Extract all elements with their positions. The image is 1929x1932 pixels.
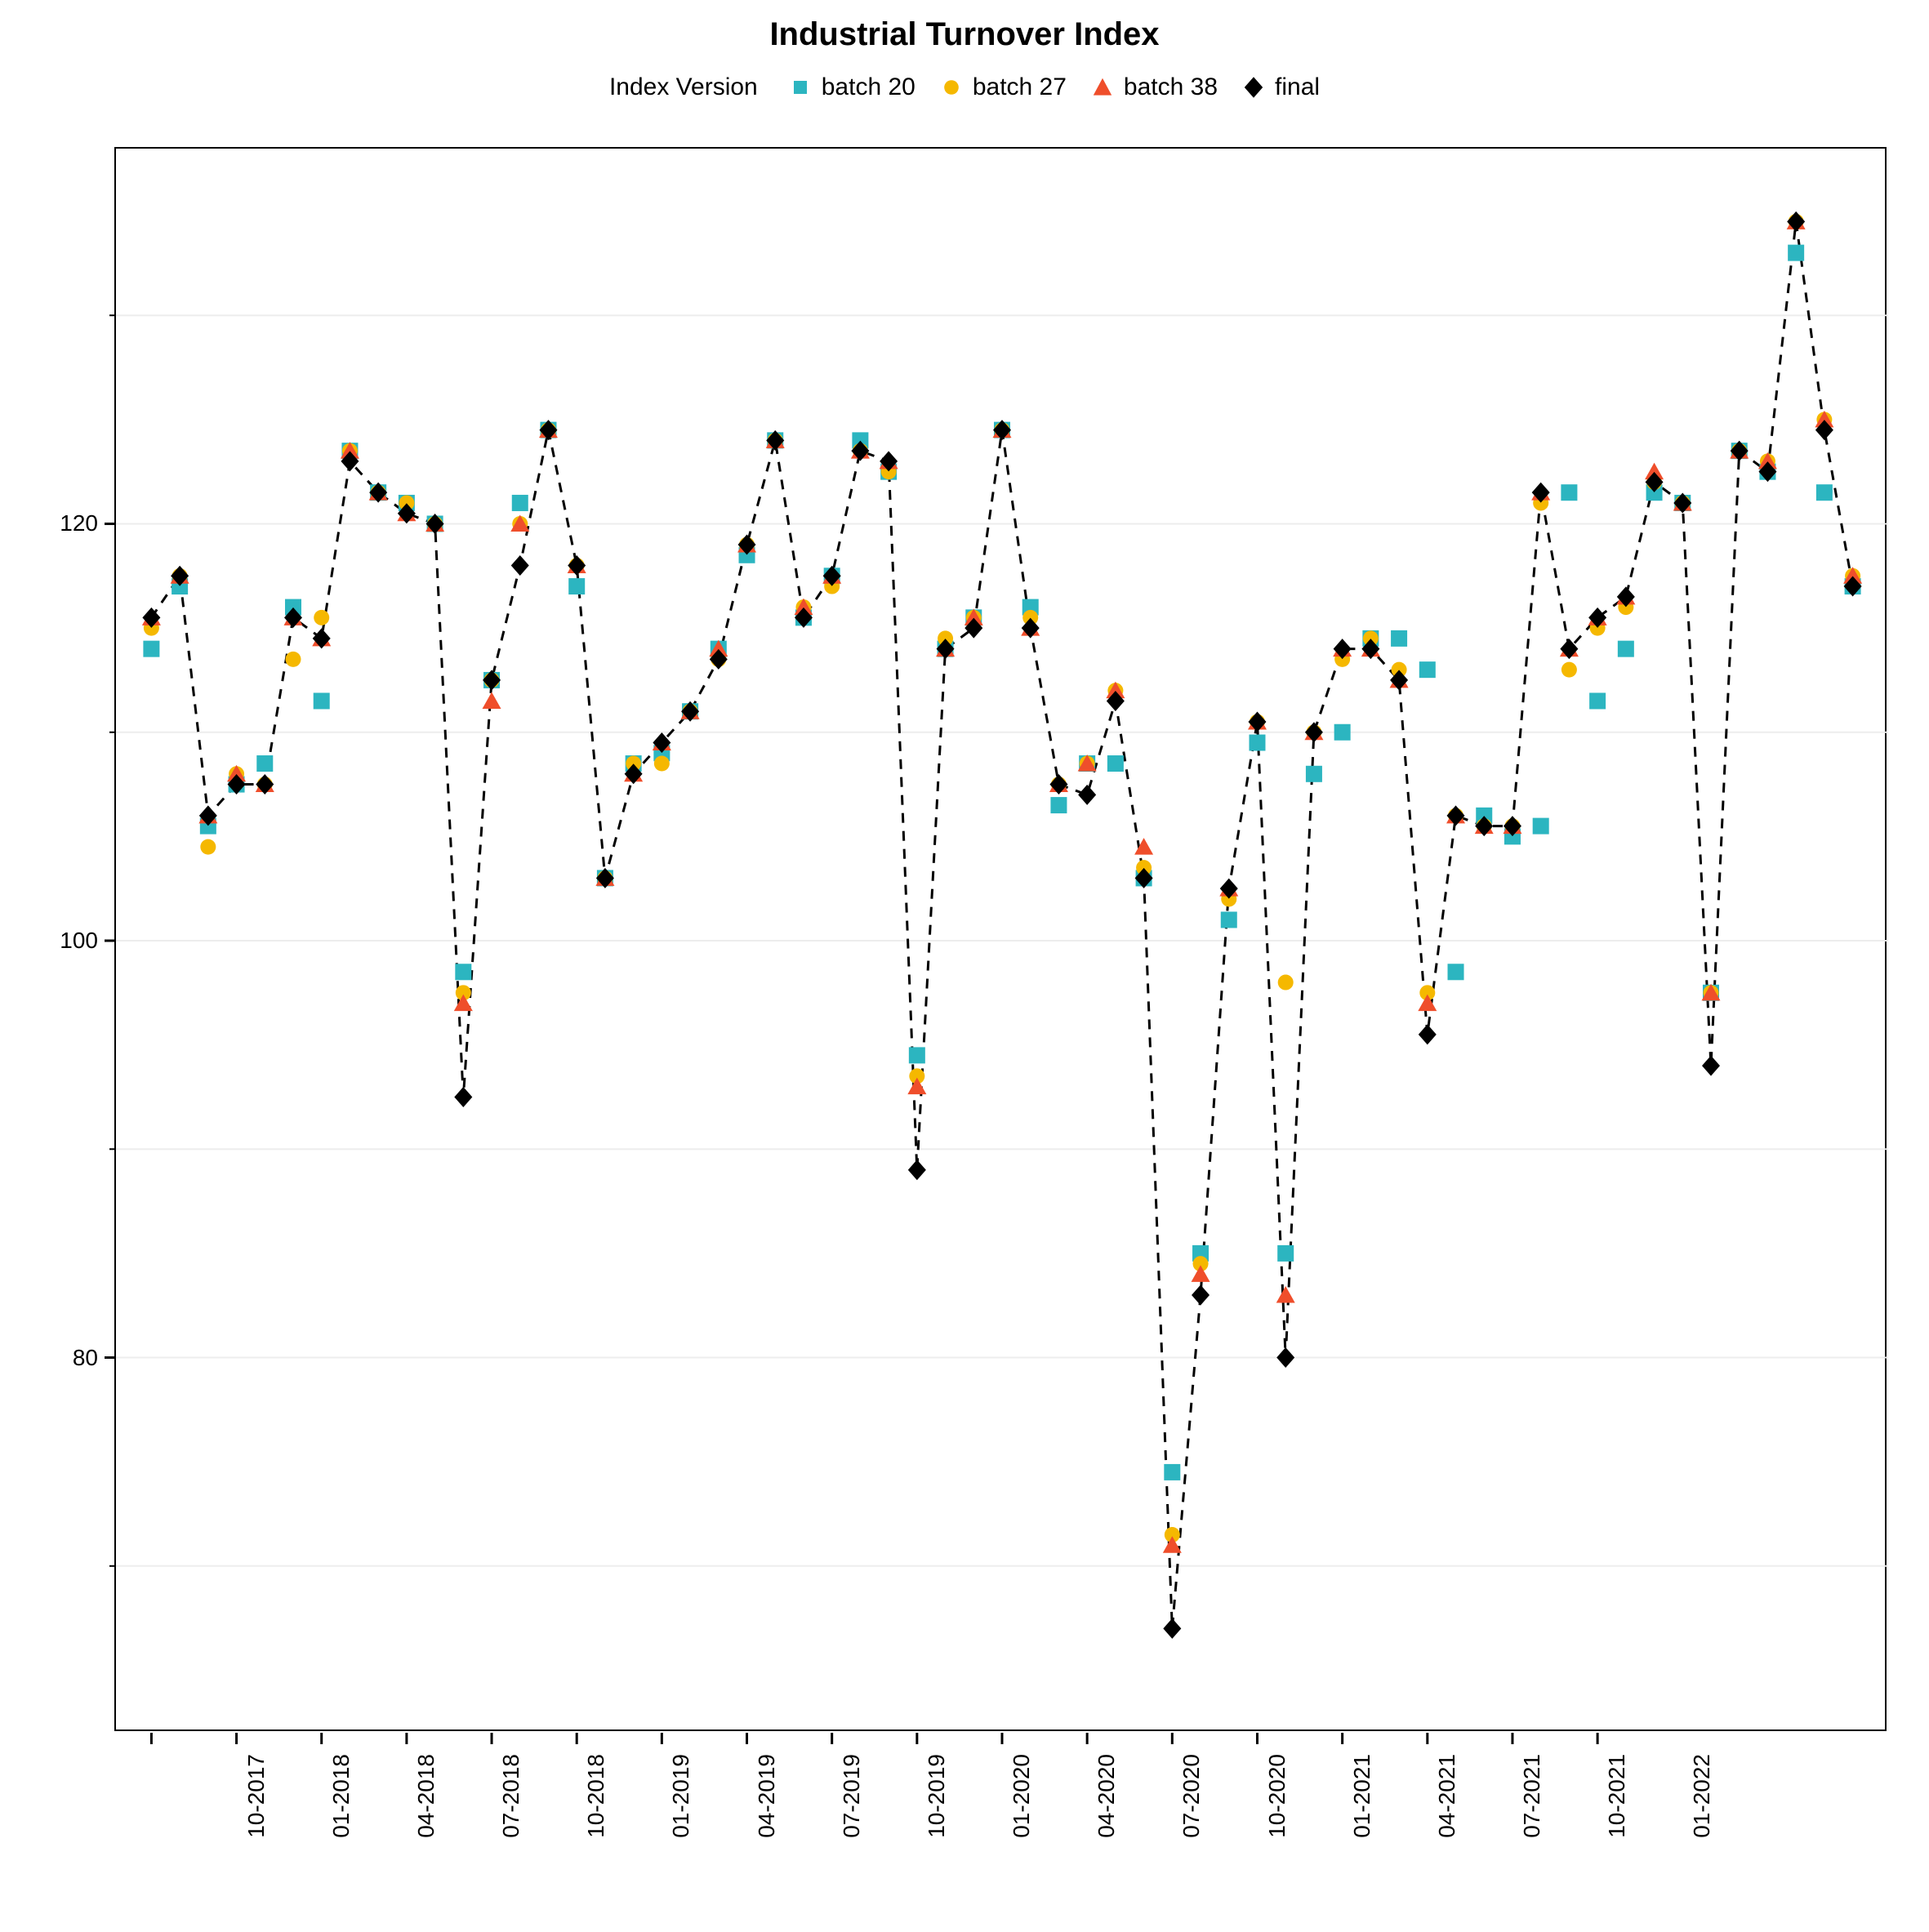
y-tick-label: 100 [41,928,98,954]
x-tick-label: 01-2020 [1009,1754,1035,1838]
legend-item: batch 38 [1089,73,1218,101]
plot-svg [116,149,1888,1733]
x-tick-label: 10-2017 [243,1754,269,1838]
legend-item: batch 20 [787,73,915,101]
x-tick-label: 04-2019 [753,1754,779,1838]
x-tick-label: 07-2020 [1178,1754,1205,1838]
x-tick-label: 01-2021 [1348,1754,1374,1838]
legend-item: final [1241,73,1320,101]
x-tick-label: 10-2021 [1604,1754,1630,1838]
x-tick-label: 01-2018 [328,1754,354,1838]
x-tick-label: 04-2018 [413,1754,439,1838]
x-tick-label: 07-2018 [498,1754,524,1838]
legend-title: Index Version [609,73,758,101]
x-tick-label: 04-2020 [1094,1754,1120,1838]
plot-area [114,147,1887,1731]
y-tick-label: 80 [41,1345,98,1371]
x-tick-label: 07-2021 [1519,1754,1545,1838]
x-tick-label: 04-2021 [1434,1754,1460,1838]
x-tick-label: 01-2019 [668,1754,694,1838]
x-tick-label: 10-2020 [1263,1754,1290,1838]
x-tick-label: 01-2022 [1689,1754,1715,1838]
chart-container: Industrial Turnover Index Index Version b… [0,0,1929,1932]
y-tick-label: 120 [41,510,98,536]
x-tick-label: 10-2019 [924,1754,950,1838]
x-tick-label: 10-2018 [583,1754,609,1838]
x-tick-label: 07-2019 [838,1754,864,1838]
legend: Index Version batch 20 batch 27 batch 38 fin… [0,73,1929,101]
chart-title: Industrial Turnover Index [0,16,1929,53]
legend-item: batch 27 [938,73,1067,101]
